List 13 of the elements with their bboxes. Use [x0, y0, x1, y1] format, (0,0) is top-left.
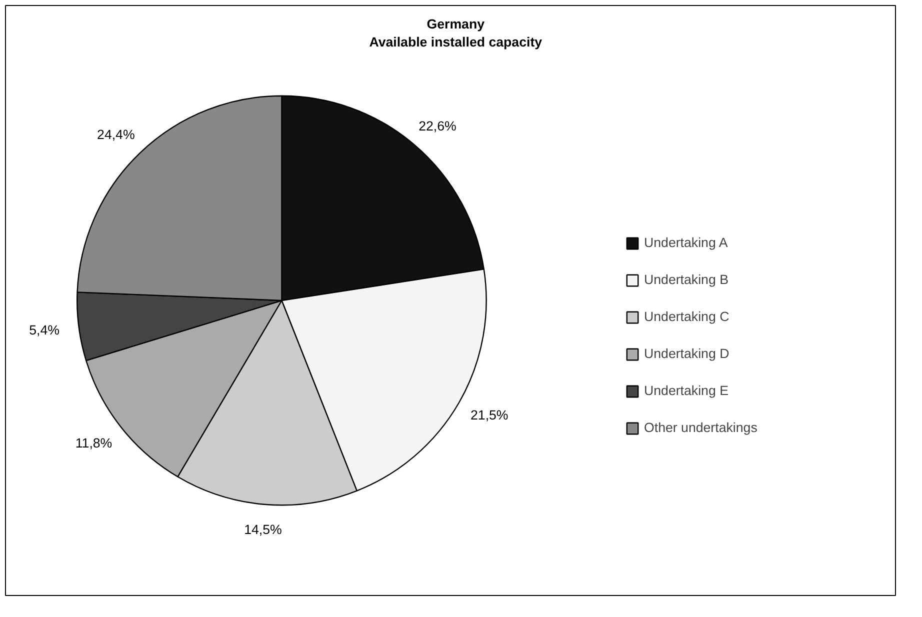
data-label: 22,6% [418, 118, 457, 134]
data-label: 24,4% [97, 127, 135, 142]
chart-title: Germany Available installed capacity [369, 16, 543, 50]
data-label: 11,8% [75, 435, 112, 450]
legend-label: Undertaking B [644, 272, 728, 287]
legend-label: Undertaking A [644, 235, 728, 250]
legend-label: Undertaking C [644, 309, 730, 324]
legend-label: Undertaking E [644, 383, 728, 398]
legend-label: Other undertakings [644, 420, 758, 435]
data-label: 5,4% [29, 322, 60, 338]
legend-label: Undertaking D [644, 346, 730, 361]
data-label: 14,5% [244, 522, 282, 538]
data-label: 21,5% [470, 407, 508, 422]
